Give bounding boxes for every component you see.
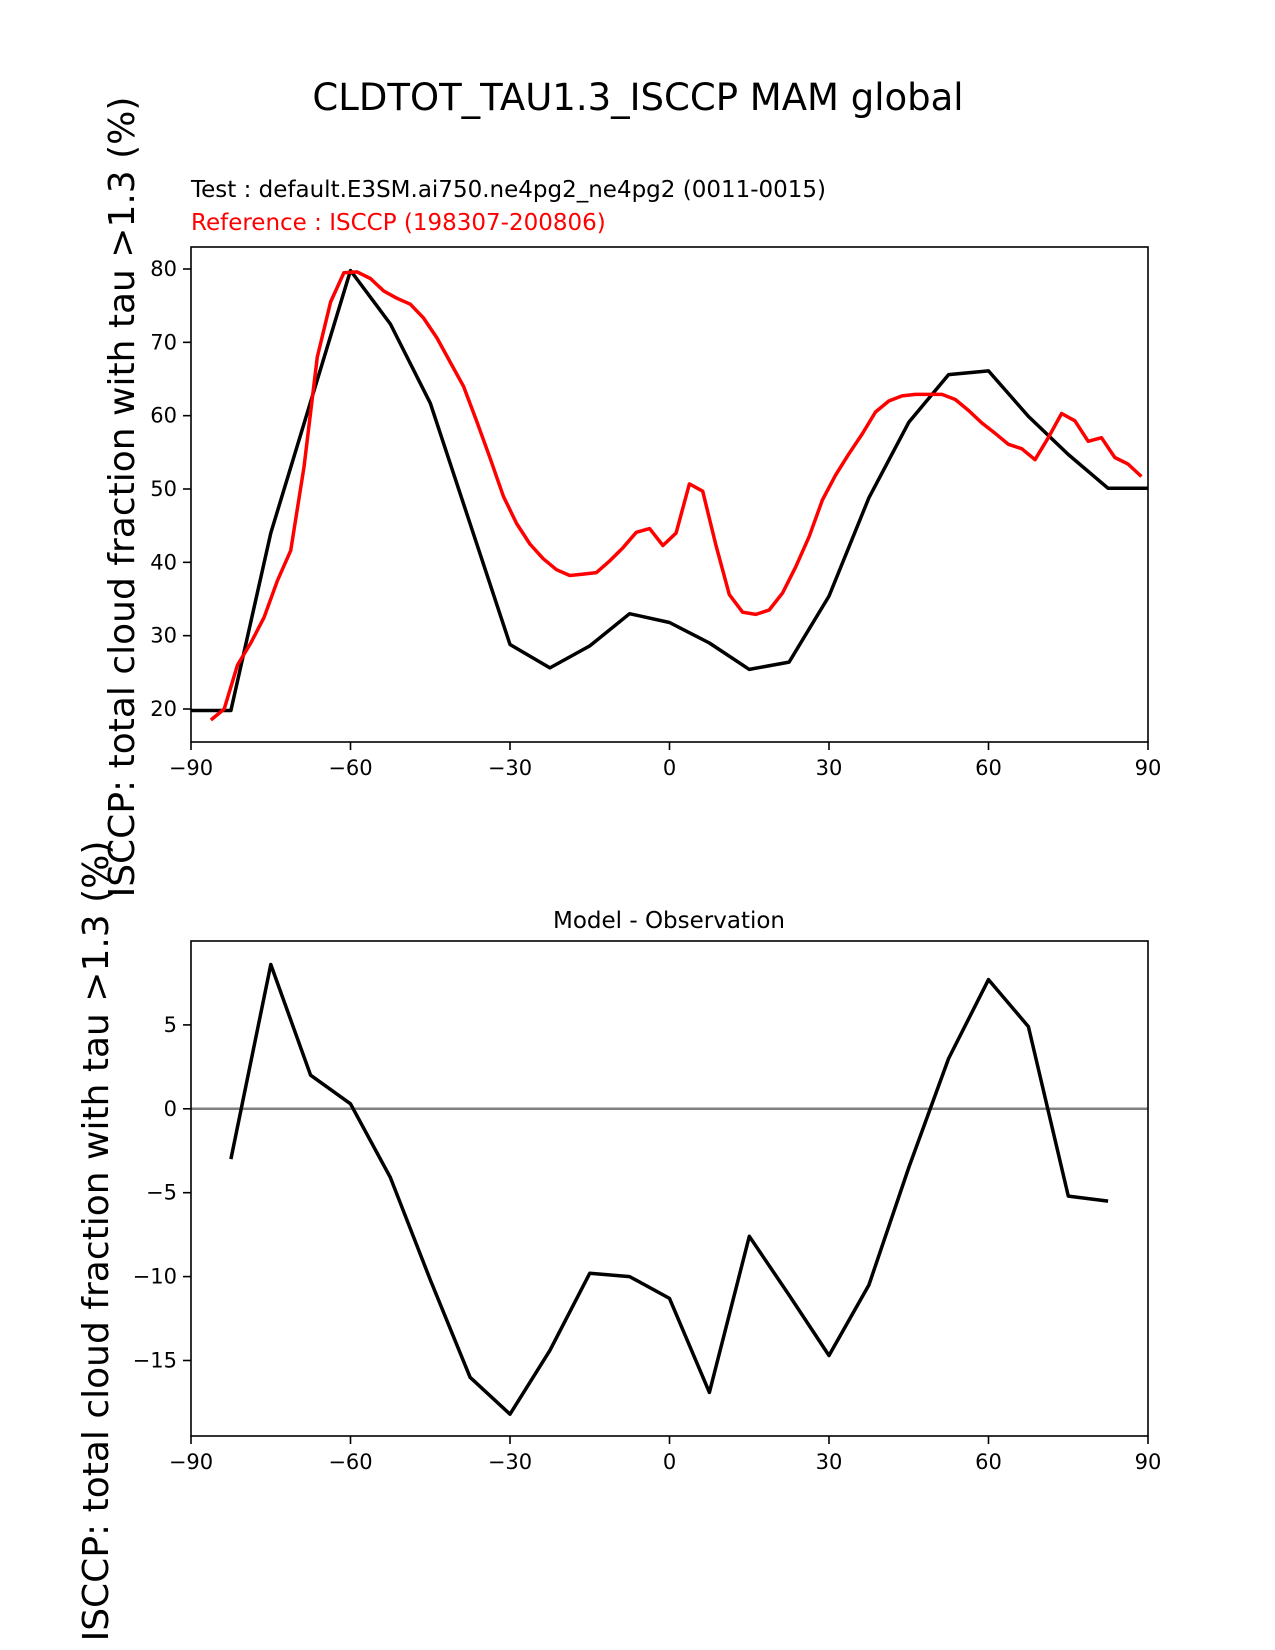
y-tick-label: 30 bbox=[150, 624, 177, 648]
y-axis-label-top: ISCCP: total cloud fraction with tau >1.… bbox=[102, 97, 143, 898]
y-tick-label: 70 bbox=[150, 330, 177, 354]
series-line-top-1 bbox=[209, 270, 1143, 722]
x-tick-label: 90 bbox=[1135, 756, 1162, 780]
x-tick-label: 0 bbox=[663, 1450, 676, 1474]
x-tick-label: 0 bbox=[663, 756, 676, 780]
y-tick-label: 60 bbox=[150, 404, 177, 428]
x-tick-label: −60 bbox=[328, 756, 372, 780]
subtitle-reference: Reference : ISCCP (198307-200806) bbox=[191, 210, 606, 236]
x-tick-label: 60 bbox=[975, 1450, 1002, 1474]
y-tick-label: 20 bbox=[150, 697, 177, 721]
y-axis-label-bottom: ISCCP: total cloud fraction with tau >1.… bbox=[76, 841, 117, 1642]
y-tick-label: 50 bbox=[150, 477, 177, 501]
chart-model-minus-observation: Model - Observation ISCCP: total cloud f… bbox=[76, 841, 1161, 1642]
y-tick-label: −15 bbox=[133, 1348, 177, 1372]
y-tick-label: −10 bbox=[133, 1265, 177, 1289]
x-tick-label: 90 bbox=[1135, 1450, 1162, 1474]
x-tick-label: −60 bbox=[328, 1450, 372, 1474]
x-tick-label: −30 bbox=[488, 1450, 532, 1474]
series-line-top-0 bbox=[191, 268, 1148, 713]
y-tick-label: 5 bbox=[164, 1013, 177, 1037]
y-tick-label: 80 bbox=[150, 257, 177, 281]
x-tick-label: 60 bbox=[975, 756, 1002, 780]
x-tick-label: −90 bbox=[169, 756, 213, 780]
figure-title: CLDTOT_TAU1.3_ISCCP MAM global bbox=[312, 76, 963, 119]
y-tick-label: 0 bbox=[164, 1097, 177, 1121]
x-tick-label: 30 bbox=[816, 756, 843, 780]
x-tick-label: −30 bbox=[488, 756, 532, 780]
chart-test-vs-reference: Test : default.E3SM.ai750.ne4pg2_ne4pg2 … bbox=[102, 97, 1161, 898]
x-tick-label: 30 bbox=[816, 1450, 843, 1474]
y-tick-label: 40 bbox=[150, 550, 177, 574]
axes-frame-bottom bbox=[190, 940, 1149, 1437]
subplot-title-difference: Model - Observation bbox=[553, 908, 785, 934]
subtitle-test: Test : default.E3SM.ai750.ne4pg2_ne4pg2 … bbox=[190, 177, 826, 203]
x-tick-label: −90 bbox=[169, 1450, 213, 1474]
series-line-bottom-0 bbox=[229, 962, 1109, 1416]
y-tick-label: −5 bbox=[146, 1181, 177, 1205]
